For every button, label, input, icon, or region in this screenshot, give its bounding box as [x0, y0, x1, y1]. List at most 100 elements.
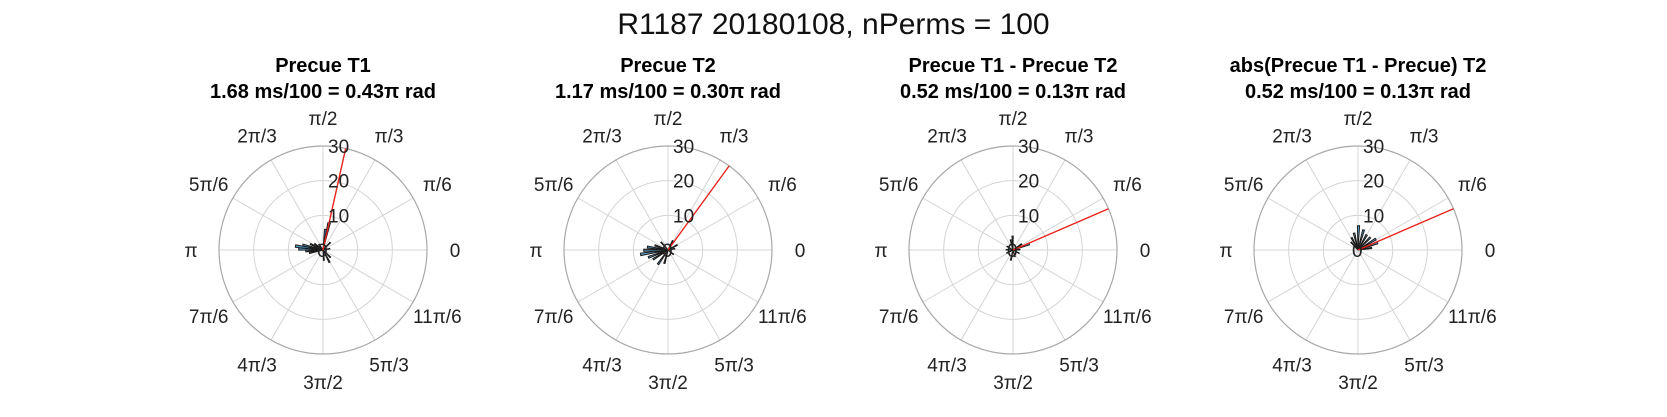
angle-tick-label: π/6 — [423, 175, 452, 196]
mean-angle-line — [1012, 208, 1109, 251]
chart-title: Precue T1 - Precue T2 — [909, 55, 1118, 77]
histogram-bar — [667, 249, 675, 256]
angle-tick-label: 7π/6 — [879, 307, 919, 328]
grid-spoke — [667, 159, 721, 251]
grid-spoke — [960, 249, 1014, 341]
grid-spoke — [667, 249, 759, 303]
angle-tick-label: π — [529, 241, 542, 262]
angle-tick-label: 0 — [795, 241, 806, 262]
histogram-bar — [1012, 249, 1020, 255]
grid-spoke — [922, 249, 1014, 303]
grid-spoke — [322, 249, 414, 303]
angle-tick-label: π/6 — [1458, 175, 1487, 196]
radial-tick-label: 20 — [673, 172, 694, 193]
radial-tick-label: 30 — [1363, 137, 1384, 158]
angle-tick-label: π/3 — [1410, 127, 1439, 148]
histogram-bar — [322, 249, 332, 259]
histogram-bar — [1357, 229, 1366, 251]
histogram-bar — [322, 249, 325, 261]
mean-angle-line — [667, 165, 730, 251]
outer-ring — [908, 145, 1118, 355]
angle-tick-label: π/3 — [720, 127, 749, 148]
histogram-bar — [294, 244, 324, 251]
angle-tick-label: π — [184, 241, 197, 262]
angle-tick-label: 5π/6 — [1224, 175, 1264, 196]
angle-tick-label: 3π/2 — [648, 373, 688, 394]
radial-tick-label: 0 — [1352, 241, 1363, 262]
histogram-bar — [308, 249, 324, 255]
radial-tick-label: 10 — [1363, 206, 1384, 227]
angle-tick-label: π/6 — [768, 175, 797, 196]
grid-spoke — [922, 197, 1014, 251]
histogram-bar — [647, 249, 669, 259]
angle-tick-label: 0 — [450, 241, 461, 262]
chart-title: abs(Precue T1 - Precue) T2 — [1230, 55, 1487, 77]
grid-spoke — [1357, 249, 1411, 341]
histogram-bar — [639, 249, 669, 257]
angle-tick-label: 3π/2 — [303, 373, 343, 394]
grid-spoke — [615, 249, 669, 341]
angle-tick-label: 3π/2 — [1338, 373, 1378, 394]
histogram-bar — [1350, 241, 1359, 251]
grid-spoke — [1357, 249, 1449, 303]
angle-tick-label: 5π/6 — [879, 175, 919, 196]
grid-spoke — [1267, 197, 1359, 251]
radial-tick-label: 30 — [673, 137, 694, 158]
angle-tick-label: 4π/3 — [1272, 355, 1312, 376]
histogram-bar — [1009, 249, 1014, 261]
histogram-bar — [646, 245, 669, 251]
histogram-bar — [322, 241, 332, 251]
outer-ring — [1253, 145, 1463, 355]
angle-tick-label: 2π/3 — [237, 127, 277, 148]
histogram-bar — [667, 243, 679, 251]
polar-chart-2: Precue T2 1.17 ms/100 = 0.30π rad 0 π/6 π/3 π… — [529, 55, 806, 394]
angle-tick-label: π/6 — [1113, 175, 1142, 196]
angle-tick-label: 5π/6 — [189, 175, 229, 196]
grid-spoke — [232, 249, 324, 303]
histogram-bar — [654, 244, 669, 251]
angle-tick-label: π/2 — [1344, 109, 1373, 130]
angle-tick-label: 11π/6 — [1103, 307, 1152, 328]
grid-spoke — [1267, 249, 1359, 303]
polar-chart-4: abs(Precue T1 - Precue) T2 0.52 ms/100 = … — [1219, 55, 1496, 394]
polar-chart-3: Precue T1 - Precue T2 0.52 ms/100 = 0.13π… — [874, 55, 1151, 394]
histogram-bar — [1005, 249, 1014, 255]
grid-spoke — [1305, 159, 1359, 251]
grid-spoke — [960, 159, 1014, 251]
figure-title: R1187 20180108, nPerms = 100 — [617, 8, 1050, 41]
chart-subtitle: 1.68 ms/100 = 0.43π rad — [210, 81, 436, 103]
angle-tick-label: 0 — [1140, 241, 1151, 262]
chart-subtitle: 1.17 ms/100 = 0.30π rad — [555, 81, 781, 103]
histogram-bar — [1356, 225, 1361, 251]
grid-spoke — [615, 159, 669, 251]
radial-tick-label: 0 — [662, 241, 673, 262]
angle-tick-label: 5π/3 — [1059, 355, 1099, 376]
grid-spoke — [577, 197, 669, 251]
angle-tick-label: π/2 — [999, 109, 1028, 130]
radial-tick-label: 20 — [1363, 172, 1384, 193]
mean-angle-line — [322, 148, 347, 251]
histogram-bar — [1352, 232, 1359, 251]
angle-tick-label: π/2 — [309, 109, 338, 130]
histogram-bar — [643, 248, 669, 252]
angle-tick-label: 11π/6 — [413, 307, 462, 328]
outer-ring — [218, 145, 428, 355]
angle-tick-label: 7π/6 — [534, 307, 574, 328]
histogram-bar — [1009, 239, 1014, 251]
histogram-bar — [652, 249, 669, 261]
histogram-bar — [663, 249, 669, 265]
histogram-bar — [1357, 237, 1377, 251]
radial-tick-label: 0 — [1007, 241, 1018, 262]
histogram-bar — [1012, 249, 1016, 258]
radial-tick-label: 20 — [1018, 172, 1039, 193]
angle-tick-label: 7π/6 — [1224, 307, 1264, 328]
histogram-bar — [1005, 248, 1014, 251]
angle-tick-label: 5π/6 — [534, 175, 574, 196]
histogram-bar — [1011, 235, 1014, 251]
chart-subtitle: 0.52 ms/100 = 0.13π rad — [900, 81, 1126, 103]
grid-spoke — [270, 159, 324, 251]
histogram-bar — [298, 247, 324, 251]
angle-tick-label: 4π/3 — [237, 355, 277, 376]
chart-title: Precue T1 — [275, 55, 371, 77]
